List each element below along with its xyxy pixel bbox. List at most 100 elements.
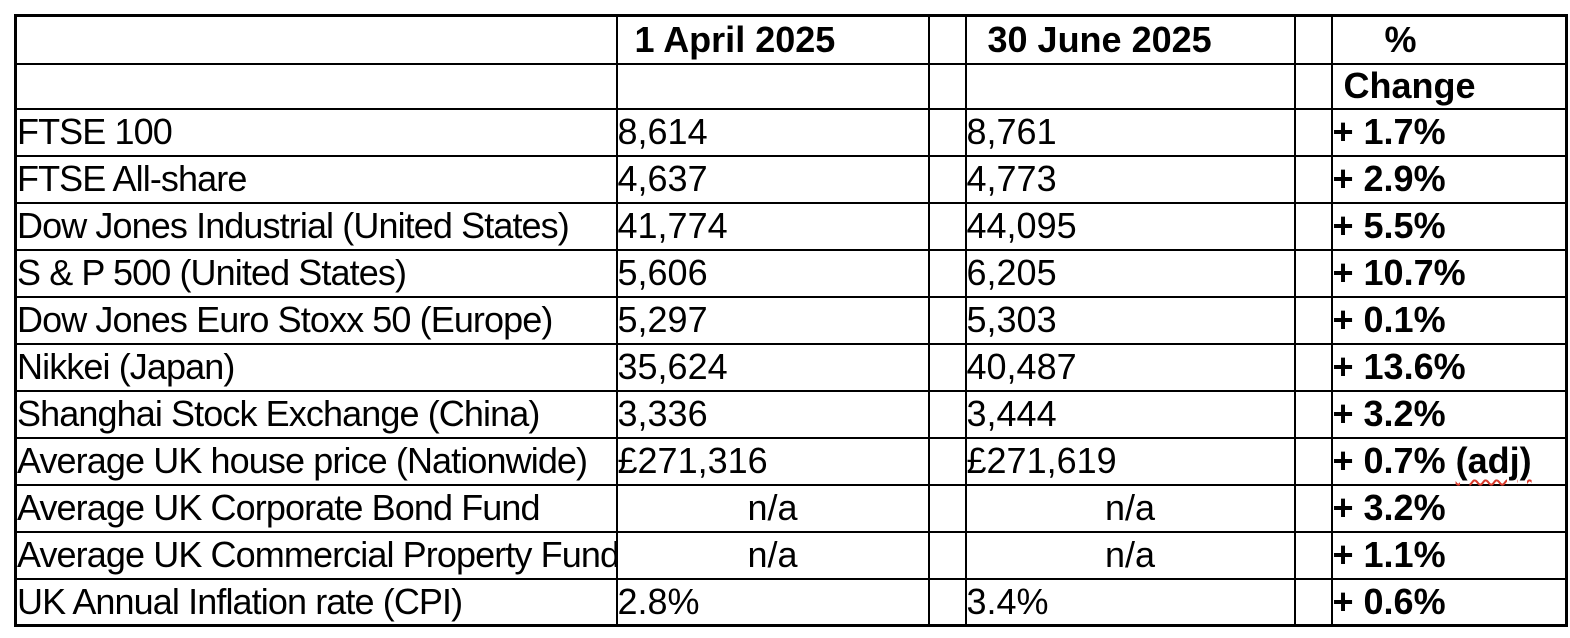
spacer-cell — [927, 483, 967, 533]
value-june: n/a — [964, 483, 1296, 533]
table-row-cpi-inflation: UK Annual Inflation rate (CPI) 2.8% 3.4%… — [14, 577, 1568, 627]
table-row-commercial-property: Average UK Commercial Property Fund n/a … — [14, 530, 1568, 580]
spacer-cell — [1293, 389, 1333, 439]
value-change: + 13.6% — [1330, 342, 1568, 392]
spacer-cell — [927, 201, 967, 251]
header-empty-cell — [14, 62, 618, 110]
value-june: 3,444 — [964, 389, 1296, 439]
row-label: Dow Jones Industrial (United States) — [14, 201, 618, 251]
row-label: FTSE 100 — [14, 107, 618, 157]
table-row-corporate-bond: Average UK Corporate Bond Fund n/a n/a +… — [14, 483, 1568, 533]
value-change: + 3.2% — [1330, 389, 1568, 439]
table-row-sp500: S & P 500 (United States) 5,606 6,205 + … — [14, 248, 1568, 298]
change-text: + 1.1% — [1332, 534, 1446, 576]
value-april: 4,637 — [615, 154, 930, 204]
spacer-cell — [927, 530, 967, 580]
change-text: + 0.6% — [1332, 580, 1446, 622]
value-june: 44,095 — [964, 201, 1296, 251]
table-row-shanghai: Shanghai Stock Exchange (China) 3,336 3,… — [14, 389, 1568, 439]
spacer-cell — [1293, 248, 1333, 298]
value-april: 5,606 — [615, 248, 930, 298]
value-june: £271,619 — [964, 436, 1296, 486]
spacer-cell — [1293, 530, 1333, 580]
spacer-cell — [927, 389, 967, 439]
table-row-dow-jones: Dow Jones Industrial (United States) 41,… — [14, 201, 1568, 251]
value-june: 6,205 — [964, 248, 1296, 298]
value-change: + 0.7% (adj) — [1330, 436, 1568, 486]
row-label: Dow Jones Euro Stoxx 50 (Europe) — [14, 295, 618, 345]
value-june: n/a — [964, 530, 1296, 580]
change-text: + 5.5% — [1332, 205, 1446, 247]
value-change: + 1.1% — [1330, 530, 1568, 580]
value-april: 41,774 — [615, 201, 930, 251]
row-label: Average UK Corporate Bond Fund — [14, 483, 618, 533]
change-text: + 0.7% — [1332, 440, 1456, 482]
spacer-cell — [927, 107, 967, 157]
value-april: 8,614 — [615, 107, 930, 157]
spacer-cell — [927, 577, 967, 627]
header-empty-cell — [14, 14, 618, 65]
spacer-cell — [927, 14, 967, 65]
row-label: Average UK Commercial Property Fund — [14, 530, 620, 580]
table-row-nikkei: Nikkei (Japan) 35,624 40,487 + 13.6% — [14, 342, 1568, 392]
table-row-ftse-allshare: FTSE All-share 4,637 4,773 + 2.9% — [14, 154, 1568, 204]
value-april: £271,316 — [615, 436, 930, 486]
spacer-cell — [1293, 14, 1333, 65]
value-april: 5,297 — [615, 295, 930, 345]
value-june: 5,303 — [964, 295, 1296, 345]
change-text: + 1.7% — [1332, 111, 1446, 153]
spacer-cell — [927, 436, 967, 486]
spacer-cell — [1293, 107, 1333, 157]
row-label: UK Annual Inflation rate (CPI) — [14, 577, 618, 627]
table-row-euro-stoxx: Dow Jones Euro Stoxx 50 (Europe) 5,297 5… — [14, 295, 1568, 345]
spacer-cell — [927, 295, 967, 345]
value-june: 3.4% — [964, 577, 1296, 627]
value-april: 2.8% — [615, 577, 930, 627]
table-row-uk-house-price: Average UK house price (Nationwide) £271… — [14, 436, 1568, 486]
value-change: + 2.9% — [1330, 154, 1568, 204]
header-row-change: Change — [14, 62, 1568, 110]
change-text: + 2.9% — [1332, 158, 1446, 200]
change-text: + 13.6% — [1332, 346, 1466, 388]
row-label: Average UK house price (Nationwide) — [14, 436, 618, 486]
spacer-cell — [1293, 62, 1333, 110]
value-change: + 3.2% — [1330, 483, 1568, 533]
value-april: n/a — [615, 530, 930, 580]
spacer-cell — [927, 62, 967, 110]
change-text: + 3.2% — [1332, 393, 1446, 435]
spacer-cell — [1293, 201, 1333, 251]
change-text: + 10.7% — [1332, 252, 1466, 294]
value-april: 3,336 — [615, 389, 930, 439]
table-row-ftse100: FTSE 100 8,614 8,761 + 1.7% — [14, 107, 1568, 157]
row-label: S & P 500 (United States) — [14, 248, 618, 298]
change-text: + 3.2% — [1332, 487, 1446, 529]
value-june: 8,761 — [964, 107, 1296, 157]
spacer-cell — [1293, 436, 1333, 486]
adjusted-note: (adj) — [1455, 440, 1532, 482]
header-row-dates: 1 April 2025 30 June 2025 % — [14, 14, 1568, 65]
value-april: n/a — [615, 483, 930, 533]
col-header-date-april: 1 April 2025 — [615, 14, 930, 65]
header-empty-cell — [615, 62, 930, 110]
value-june: 4,773 — [964, 154, 1296, 204]
col-header-date-june: 30 June 2025 — [964, 14, 1296, 65]
row-label: FTSE All-share — [14, 154, 618, 204]
value-june: 40,487 — [964, 342, 1296, 392]
spacer-cell — [1293, 483, 1333, 533]
value-change: + 0.1% — [1330, 295, 1568, 345]
value-change: + 10.7% — [1330, 248, 1568, 298]
spacer-cell — [1293, 295, 1333, 345]
spacer-cell — [1293, 154, 1333, 204]
spacer-cell — [1293, 342, 1333, 392]
spacer-cell — [1293, 577, 1333, 627]
change-text: + 0.1% — [1332, 299, 1446, 341]
spacer-cell — [927, 342, 967, 392]
header-empty-cell — [964, 62, 1296, 110]
spacer-cell — [927, 248, 967, 298]
col-header-percent: % — [1330, 14, 1568, 65]
market-data-table: 1 April 2025 30 June 2025 % Change FTSE … — [14, 14, 1568, 627]
spacer-cell — [927, 154, 967, 204]
col-header-change: Change — [1330, 62, 1568, 110]
row-label: Nikkei (Japan) — [14, 342, 618, 392]
